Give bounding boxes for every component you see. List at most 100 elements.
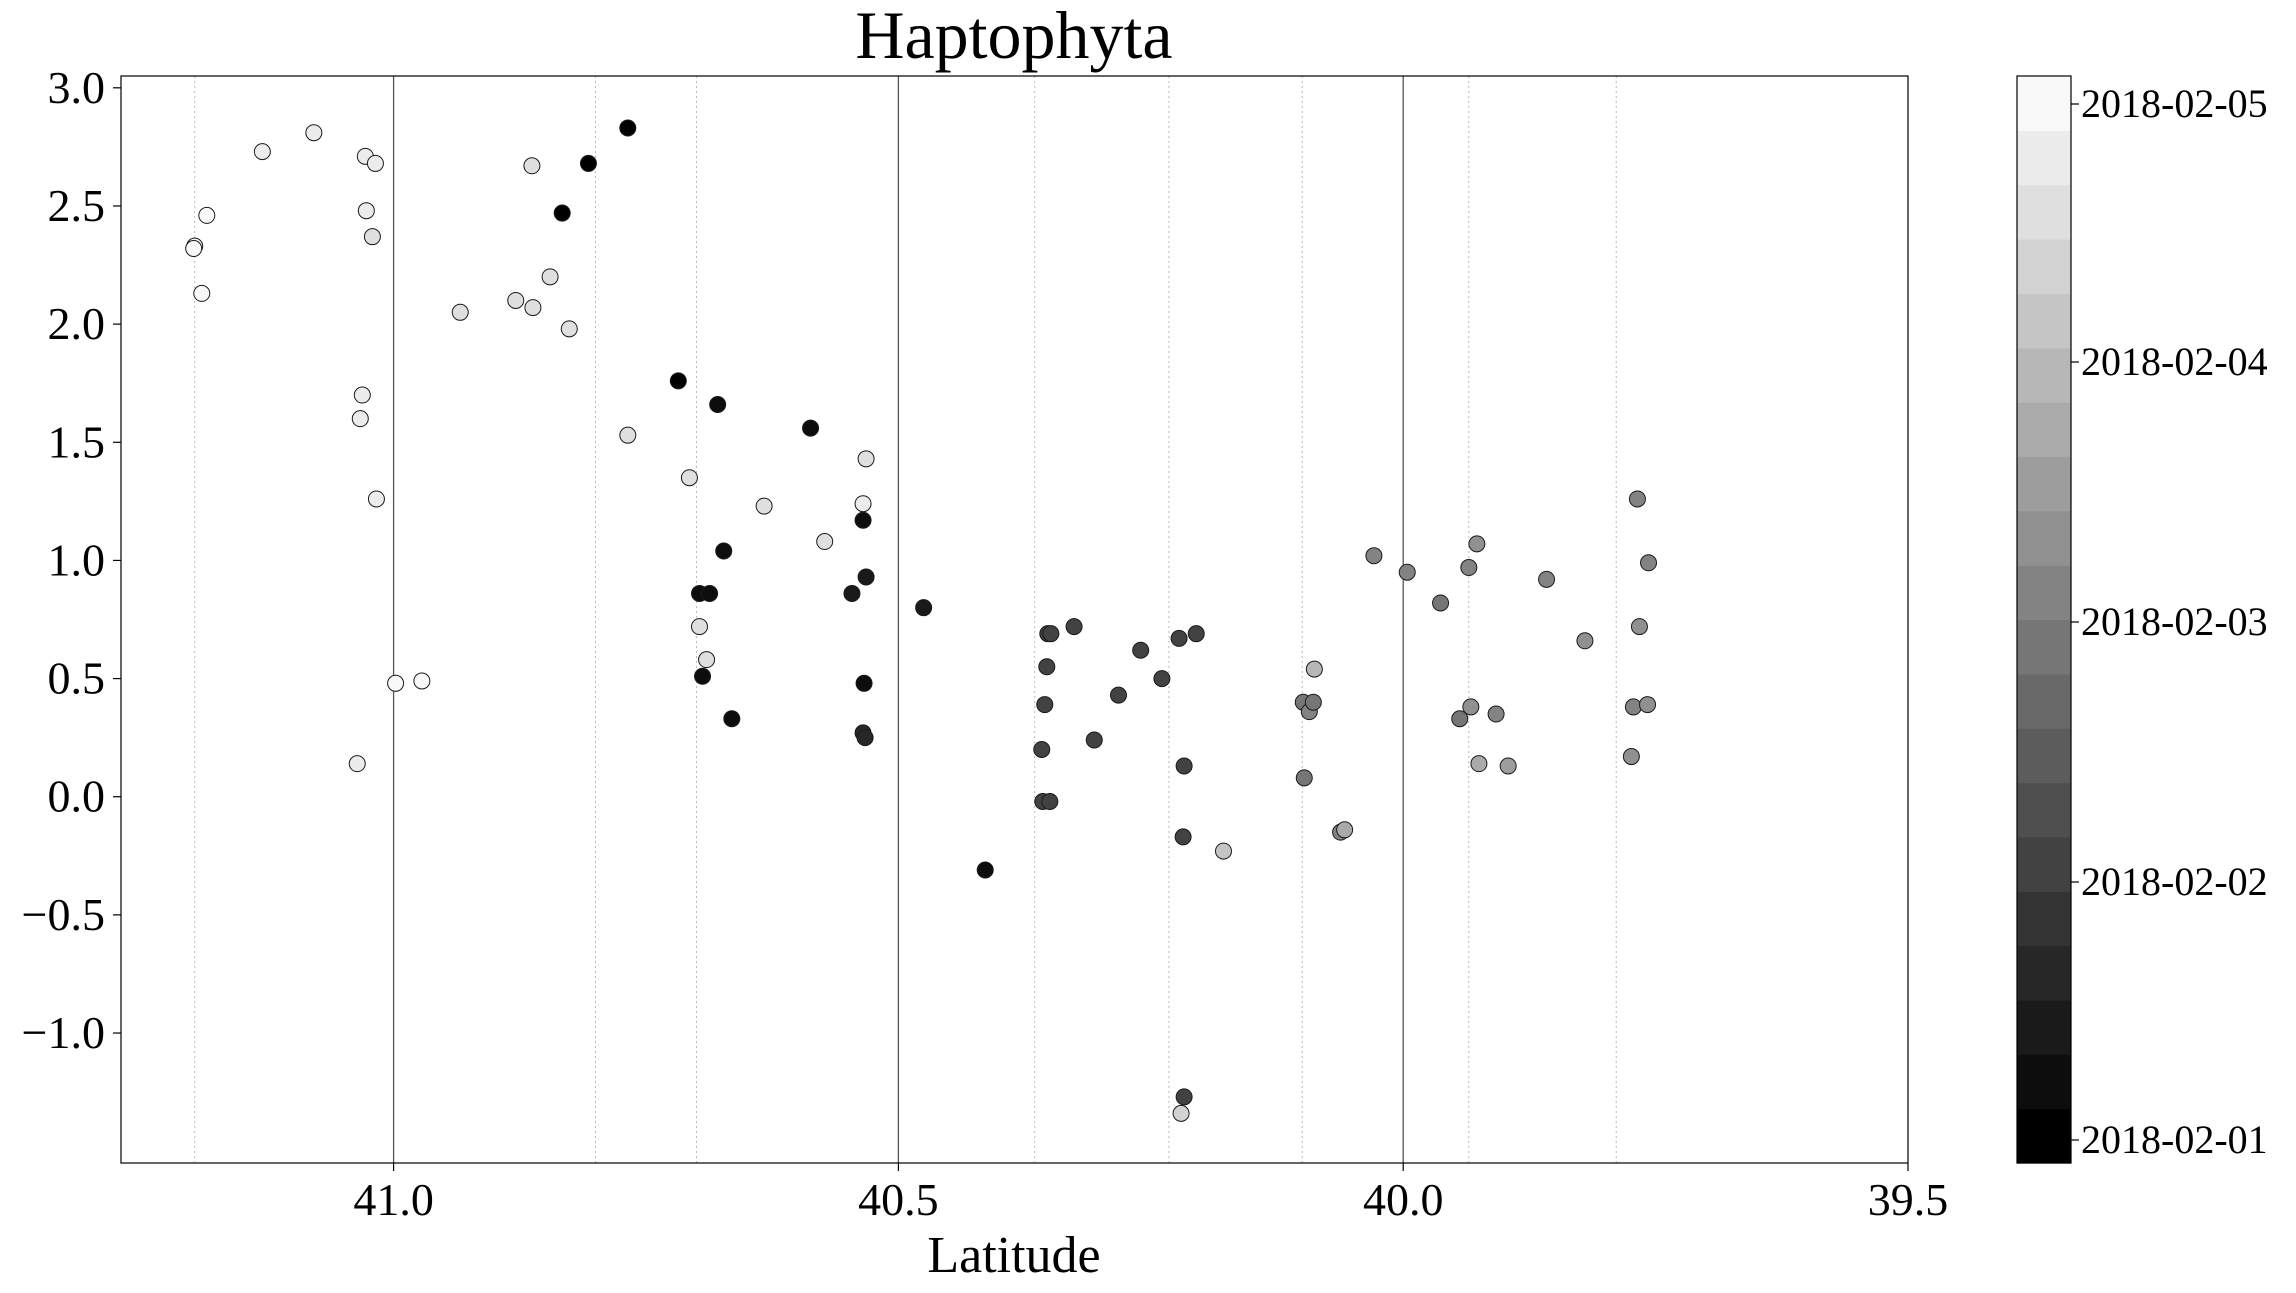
x-tick-label: 40.0 [1363, 1174, 1444, 1225]
colorbar: 2018-02-01 2018-02-02 2018-02-03 2018-02-04… [2016, 75, 2268, 1164]
data-point [523, 157, 541, 175]
data-point [193, 284, 211, 302]
data-point [1576, 632, 1594, 650]
data-point [1214, 842, 1232, 860]
data-point [856, 729, 874, 747]
x-tick-label: 41.0 [353, 1174, 434, 1225]
data-point [843, 585, 861, 603]
data-point [1398, 563, 1416, 581]
y-tick-label: −1.0 [22, 1007, 105, 1058]
data-point [976, 861, 994, 879]
data-point [1336, 821, 1354, 839]
data-point [755, 497, 773, 515]
data-point [669, 372, 687, 390]
y-tick-label: 2.5 [48, 180, 106, 231]
data-point [1538, 570, 1556, 588]
data-point [553, 204, 571, 222]
y-tick-label: 0.5 [48, 653, 106, 704]
data-point [1468, 535, 1486, 553]
data-points [185, 119, 1658, 1122]
data-point [507, 291, 525, 309]
data-point [1365, 547, 1383, 565]
data-point [701, 585, 719, 603]
data-point [541, 268, 559, 286]
data-point [1036, 696, 1054, 714]
data-point [915, 599, 933, 617]
y-tick-label: 1.5 [48, 416, 106, 467]
data-point [1187, 625, 1205, 643]
data-point [1175, 757, 1193, 775]
data-point [802, 419, 820, 437]
data-point [1304, 693, 1322, 711]
data-point [1639, 696, 1657, 714]
data-point [1295, 769, 1313, 787]
data-point [413, 672, 431, 690]
data-point [715, 542, 733, 560]
y-tick-label: −0.5 [22, 889, 105, 940]
colorbar-segment [2017, 728, 2071, 784]
colorbar-segment [2017, 76, 2071, 131]
data-point [1499, 757, 1517, 775]
colorbar-segment [2017, 945, 2071, 1001]
colorbar-frame [2016, 75, 2072, 1164]
grid-lines [194, 76, 1617, 1163]
data-point [857, 450, 875, 468]
data-point [1175, 1088, 1193, 1106]
data-point [1065, 618, 1083, 636]
data-point [366, 154, 384, 172]
data-point [723, 710, 741, 728]
colorbar-segment [2017, 510, 2071, 566]
colorbar-tick-label: 2018-02-04 [2081, 339, 2268, 384]
chart-title: Haptophyta [855, 0, 1172, 73]
y-tick-label: 0.0 [48, 771, 106, 822]
data-point [1170, 629, 1188, 647]
data-point [1174, 828, 1192, 846]
colorbar-segment [2017, 1108, 2071, 1164]
data-point [816, 533, 834, 551]
colorbar-segment [2017, 456, 2071, 512]
plot-frame [120, 75, 1909, 1164]
data-point [1624, 698, 1642, 716]
data-point [451, 303, 469, 321]
data-point [351, 410, 369, 428]
colorbar-segment [2017, 673, 2071, 729]
data-point [1041, 792, 1059, 810]
colorbar-segment [2017, 619, 2071, 675]
colorbar-segment [2017, 347, 2071, 403]
data-point [698, 651, 716, 669]
data-point [1109, 686, 1127, 704]
data-point [1451, 710, 1469, 728]
data-point [1153, 670, 1171, 688]
data-point [198, 206, 216, 224]
data-point [1470, 755, 1488, 773]
y-axis: 3.0 2.5 2.0 1.5 1.0 0.5 0.0 −0.5 −1.0 [22, 62, 121, 1058]
colorbar-segment [2017, 1054, 2071, 1110]
colorbar-segment [2017, 130, 2071, 186]
data-point [1460, 559, 1478, 577]
data-point [305, 124, 323, 142]
data-point [1432, 594, 1450, 612]
colorbar-tick-label: 2018-02-03 [2081, 599, 2268, 644]
data-point [854, 495, 872, 513]
data-point [1132, 641, 1150, 659]
data-point [1033, 740, 1051, 758]
x-axis-label: Latitude [927, 1227, 1100, 1284]
colorbar-tick-label: 2018-02-01 [2081, 1117, 2268, 1162]
data-point [619, 426, 637, 444]
colorbar-segment [2017, 293, 2071, 349]
y-tick-label: 2.0 [48, 298, 106, 349]
data-point [680, 469, 698, 487]
data-point [1487, 705, 1505, 723]
data-point [1622, 748, 1640, 766]
data-point [1038, 658, 1056, 676]
data-point [691, 618, 709, 636]
data-point [709, 395, 727, 413]
data-point [619, 119, 637, 137]
data-point [855, 674, 873, 692]
data-point [1628, 490, 1646, 508]
y-tick-label: 1.0 [48, 534, 106, 585]
data-point [363, 228, 381, 246]
colorbar-tick-label: 2018-02-05 [2081, 81, 2268, 126]
colorbar-segment [2017, 402, 2071, 458]
colorbar-segment [2017, 999, 2071, 1055]
